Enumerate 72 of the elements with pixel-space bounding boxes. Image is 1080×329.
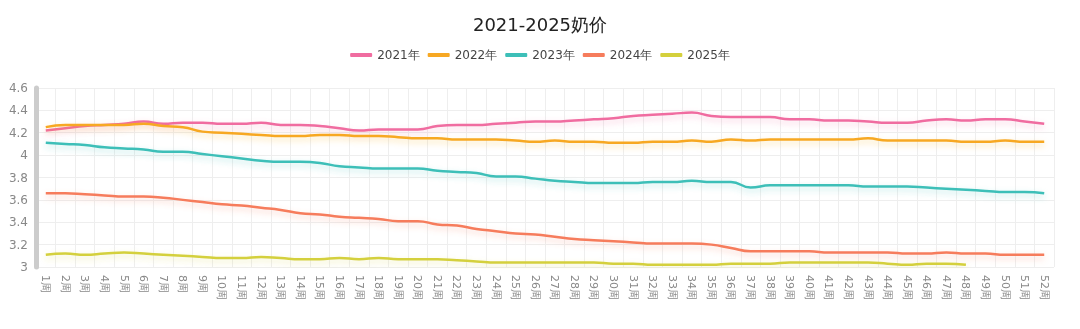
y-tick-label: 3.8 — [8, 170, 28, 185]
x-tick-label: 28周 — [567, 275, 581, 300]
x-tick-label: 18周 — [372, 275, 386, 300]
legend-label: 2024年 — [609, 48, 653, 62]
y-tick-label: 4 — [20, 148, 28, 163]
x-tick-label: 11周 — [235, 275, 249, 300]
line-series — [44, 191, 1046, 256]
x-tick-label: 50周 — [998, 275, 1012, 300]
x-tick-label: 3周 — [78, 275, 92, 293]
y-tick-label: 4.4 — [8, 103, 28, 118]
x-tick-label: 26周 — [528, 275, 542, 300]
x-tick-label: 36周 — [724, 275, 738, 300]
x-tick-label: 24周 — [489, 275, 503, 300]
x-tick-label: 4周 — [98, 275, 112, 293]
x-tick-label: 9周 — [195, 275, 209, 293]
x-tick-label: 39周 — [783, 275, 797, 300]
x-tick-label: 1周 — [39, 275, 53, 293]
legend-label: 2025年 — [687, 48, 730, 62]
x-tick-label: 48周 — [959, 275, 973, 300]
line-series — [44, 251, 968, 267]
x-tick-label: 19周 — [391, 275, 405, 300]
x-tick-label: 13周 — [274, 275, 288, 300]
x-tick-label: 10周 — [215, 275, 229, 300]
legend-label: 2022年 — [454, 48, 498, 62]
x-tick-label: 12周 — [254, 275, 268, 300]
x-tick-label: 41周 — [822, 275, 836, 300]
x-tick-label: 49周 — [978, 275, 992, 300]
x-tick-label: 37周 — [744, 275, 758, 300]
x-tick-label: 33周 — [665, 275, 679, 300]
x-tick-label: 17周 — [352, 275, 366, 300]
x-tick-label: 8周 — [176, 275, 190, 293]
y-tick-label: 3.4 — [8, 215, 28, 230]
x-tick-label: 32周 — [646, 275, 660, 300]
x-tick-label: 23周 — [469, 275, 483, 300]
x-tick-label: 29周 — [587, 275, 601, 300]
x-tick-label: 25周 — [509, 275, 523, 300]
line-series — [44, 111, 1046, 132]
x-tick-label: 44周 — [881, 275, 895, 300]
y-tick-label: 4.6 — [8, 81, 28, 95]
x-tick-label: 2周 — [58, 275, 72, 293]
x-tick-label: 21周 — [430, 275, 444, 300]
x-tick-label: 27周 — [548, 275, 562, 300]
y-tick-label: 3.6 — [8, 192, 28, 207]
y-tick-label: 4.2 — [8, 125, 28, 140]
legend-label: 2023年 — [532, 48, 575, 62]
x-tick-label: 16周 — [332, 275, 346, 300]
x-tick-label: 15周 — [313, 275, 327, 300]
y-tick-label: 3.2 — [8, 237, 28, 252]
y-tick-label: 3 — [20, 260, 28, 274]
x-tick-label: 51周 — [1018, 275, 1032, 300]
x-tick-label: 40周 — [802, 275, 816, 300]
legend-label: 2021年 — [377, 48, 420, 62]
x-tick-label: 20周 — [411, 275, 425, 300]
x-tick-label: 52周 — [1037, 275, 1051, 300]
x-tick-label: 30周 — [607, 275, 621, 300]
line-series — [44, 122, 1046, 145]
x-tick-label: 14周 — [293, 275, 307, 300]
x-tick-label: 47周 — [939, 275, 953, 300]
x-tick-label: 45周 — [900, 275, 914, 300]
x-tick-label: 42周 — [841, 275, 855, 300]
x-tick-label: 35周 — [704, 275, 718, 300]
x-tick-label: 38周 — [763, 275, 777, 300]
chart-title: 2021-2025奶价 — [472, 13, 608, 35]
x-tick-label: 34周 — [685, 275, 699, 300]
x-tick-label: 5周 — [117, 275, 131, 293]
x-tick-label: 7周 — [156, 275, 170, 293]
x-tick-label: 46周 — [920, 275, 934, 300]
x-tick-label: 6周 — [137, 275, 151, 293]
x-tick-label: 31周 — [626, 275, 640, 300]
line-series — [44, 141, 1046, 195]
x-tick-label: 43周 — [861, 275, 875, 300]
x-tick-label: 22周 — [450, 275, 464, 300]
